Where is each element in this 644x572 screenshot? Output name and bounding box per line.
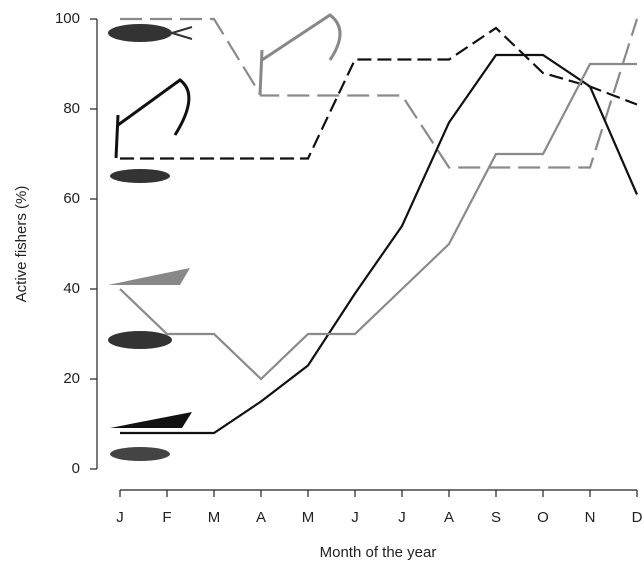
x-tick-label: J [116,509,124,526]
x-tick-label: A [444,509,454,526]
squid-icon [110,169,170,183]
x-tick-label: N [585,509,596,526]
series-line [120,28,637,159]
x-tick-label: M [302,509,315,526]
squid-icon [110,447,170,461]
x-tick-label: O [537,509,549,526]
y-tick-label: 100 [55,10,80,27]
x-tick-label: F [162,509,171,526]
y-tick-label: 0 [72,460,80,477]
icons [108,15,340,461]
x-tick-label: J [398,509,406,526]
series-line [120,64,637,379]
x-tick-label: A [256,509,266,526]
x-tick-label: S [491,509,501,526]
x-tick-label: M [208,509,221,526]
y-tick-label: 40 [63,280,80,297]
fisher-icon [260,15,340,95]
series-line [120,19,637,168]
x-axis-label: Month of the year [320,544,437,561]
y-axis-label: Active fishers (%) [13,186,30,303]
chart: Active fishers (%) Month of the year 0 20… [0,0,644,572]
squid-icon [108,331,172,349]
boat-icon [110,412,192,428]
squid-tentacles [172,27,192,39]
fisher-icon [116,80,189,158]
x-tick-label: D [632,509,643,526]
x-tick-label: J [351,509,359,526]
y-tick-label: 60 [63,190,80,207]
y-tick-label: 20 [63,370,80,387]
series-line [120,55,637,433]
y-tick-label: 80 [63,100,80,117]
squid-icon [108,24,172,42]
boat-icon [108,268,190,285]
